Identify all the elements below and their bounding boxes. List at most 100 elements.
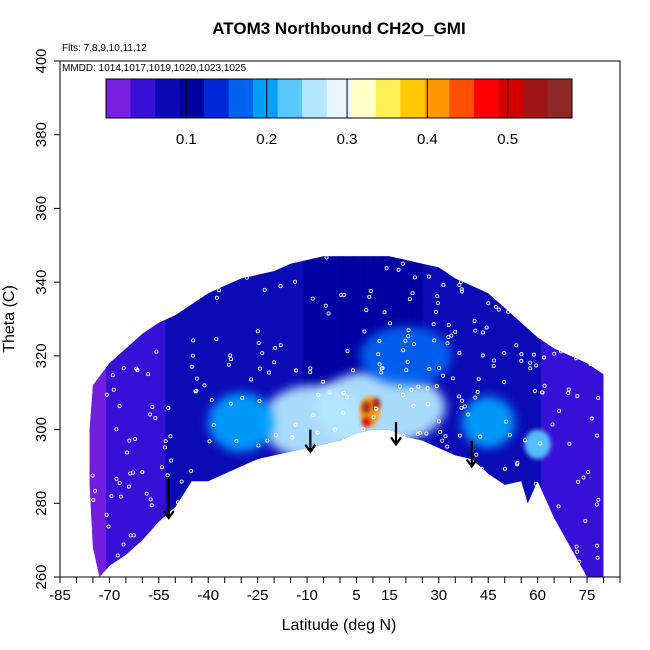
observation-marker	[323, 303, 328, 308]
observation-marker	[484, 508, 489, 513]
observation-marker	[595, 555, 600, 560]
colorbar-segment	[449, 79, 475, 118]
observation-marker	[333, 427, 338, 432]
observation-marker	[539, 279, 544, 284]
background-band	[145, 256, 157, 577]
observation-marker	[519, 358, 524, 363]
observation-marker	[589, 416, 594, 421]
observation-marker	[410, 521, 415, 526]
observation-marker	[223, 497, 228, 502]
observation-marker	[417, 524, 422, 529]
observation-marker	[257, 366, 262, 371]
observation-marker	[440, 373, 445, 378]
observation-marker	[493, 289, 498, 294]
background-band	[363, 256, 374, 577]
observation-marker	[460, 398, 465, 403]
observation-marker	[309, 500, 314, 505]
y-tick-label: 280	[33, 491, 50, 516]
observation-marker	[387, 456, 392, 461]
observation-marker	[152, 276, 157, 281]
observation-marker	[212, 489, 217, 494]
observation-marker	[290, 435, 295, 440]
background-band	[452, 256, 463, 577]
observation-marker	[475, 389, 480, 394]
observation-marker	[575, 318, 580, 323]
observation-marker	[89, 525, 93, 530]
observation-marker	[538, 294, 543, 299]
value-blob	[372, 397, 381, 410]
observation-marker	[180, 555, 185, 560]
observation-marker	[435, 553, 440, 558]
observation-marker	[388, 494, 393, 499]
observation-marker	[239, 486, 244, 491]
observation-marker	[417, 430, 422, 435]
colorbar-tick-label: 0.5	[497, 131, 518, 148]
observation-marker	[315, 514, 320, 519]
observation-marker	[503, 466, 508, 471]
observation-marker	[411, 342, 416, 347]
observation-marker	[179, 479, 184, 484]
observation-marker	[550, 422, 555, 427]
observation-marker	[125, 450, 130, 455]
observation-marker	[327, 390, 332, 395]
background-band	[550, 256, 562, 577]
observation-marker	[267, 370, 272, 375]
observation-marker	[202, 383, 207, 388]
observation-marker	[437, 529, 442, 534]
observation-marker	[534, 363, 539, 368]
observation-marker	[362, 329, 367, 334]
observation-marker	[183, 260, 188, 265]
observation-marker	[265, 438, 270, 443]
observation-marker	[460, 289, 465, 294]
observation-marker	[433, 309, 438, 314]
background-band	[224, 256, 236, 577]
observation-marker	[190, 557, 195, 562]
observation-marker	[209, 398, 214, 403]
observation-marker	[149, 503, 154, 508]
observation-marker	[345, 395, 350, 400]
background-band	[402, 256, 414, 577]
background-band	[580, 256, 591, 577]
observation-marker	[590, 256, 595, 257]
colorbar-segment	[522, 79, 548, 118]
observation-marker	[333, 508, 338, 513]
observation-marker	[249, 377, 254, 382]
y-axis: 260 280 300 320 340 360 380 400	[33, 48, 60, 590]
observation-marker	[403, 338, 408, 343]
observation-marker	[555, 276, 560, 281]
observation-marker	[496, 307, 501, 312]
observation-marker	[103, 269, 108, 274]
colorbar: 0.1 0.2 0.3 0.4 0.5	[105, 78, 573, 148]
background-band	[323, 256, 335, 577]
observation-marker	[177, 530, 182, 535]
observation-marker	[144, 491, 149, 496]
observation-marker	[575, 549, 580, 554]
background-band	[600, 256, 604, 577]
arrow-head	[390, 436, 402, 447]
observation-marker	[189, 468, 194, 473]
x-axis-title: Latitude (deg N)	[282, 617, 397, 634]
observation-marker	[310, 296, 315, 301]
background-band	[165, 256, 176, 577]
observation-marker	[529, 317, 534, 322]
observation-marker	[150, 539, 155, 544]
observation-marker	[379, 366, 384, 371]
background-band	[89, 256, 97, 577]
observation-marker	[449, 488, 454, 493]
observation-marker	[154, 349, 159, 354]
background-band	[106, 256, 117, 577]
x-tick-label: 15	[381, 587, 398, 604]
observation-marker	[298, 467, 303, 472]
observation-marker	[491, 364, 496, 369]
observation-marker	[110, 373, 115, 378]
observation-marker	[226, 362, 231, 367]
observation-marker	[583, 518, 588, 523]
observation-marker	[525, 507, 530, 512]
observation-marker	[396, 267, 401, 272]
observation-marker	[293, 422, 298, 427]
observation-marker	[228, 357, 233, 362]
observation-marker	[376, 352, 381, 357]
background-band	[155, 256, 167, 577]
y-tick-label: 360	[33, 196, 50, 221]
